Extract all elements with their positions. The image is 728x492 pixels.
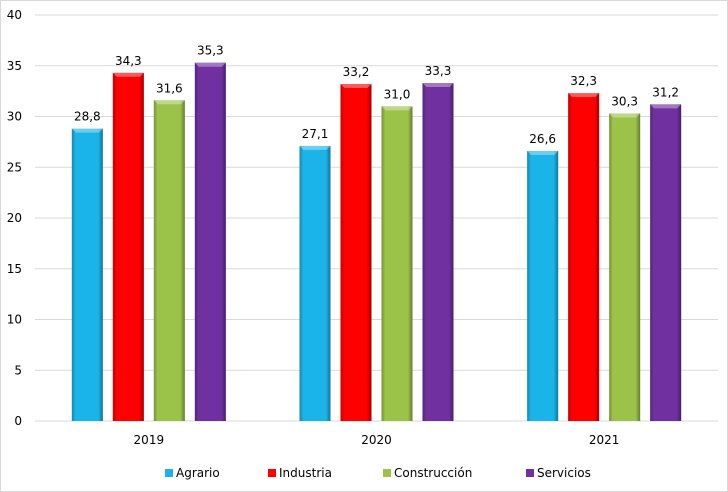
bar-bevel: [650, 104, 682, 109]
legend-item-industria: Industria: [268, 466, 332, 480]
data-label: 33,3: [425, 64, 452, 78]
bar-shading: [568, 93, 600, 421]
bar-bevel: [71, 128, 103, 133]
bar-bevel: [153, 100, 185, 105]
y-tick-label: 15: [7, 262, 22, 276]
legend-label: Industria: [279, 466, 332, 480]
bar-shading: [609, 113, 641, 421]
y-tick-label: 20: [7, 211, 22, 225]
y-tick-label: 40: [7, 8, 22, 22]
bar-bevel: [194, 62, 226, 67]
y-tick-label: 30: [7, 110, 22, 124]
bar-bevel: [568, 93, 600, 98]
legend-label: Agrario: [176, 466, 220, 480]
y-tick-label: 10: [7, 313, 22, 327]
legend-item-construcción: Construcción: [383, 466, 472, 480]
x-tick-label: 2020: [361, 433, 392, 447]
data-label: 28,8: [74, 110, 101, 124]
bar-bevel: [422, 83, 454, 88]
legend-label: Construcción: [394, 466, 473, 480]
bar-bevel: [609, 113, 641, 118]
bar-shading: [112, 72, 144, 421]
bar-shading: [527, 151, 559, 421]
data-label: 30,3: [611, 94, 638, 108]
y-tick-label: 35: [7, 59, 22, 73]
bar-bevel: [340, 84, 372, 89]
legend-item-servicios: Servicios: [526, 466, 591, 480]
bar-shading: [299, 145, 331, 421]
data-label: 33,2: [343, 65, 370, 79]
y-tick-label: 25: [7, 160, 22, 174]
x-tick-label: 2019: [134, 433, 165, 447]
bar-bevel: [527, 151, 559, 156]
legend-label: Servicios: [537, 466, 591, 480]
bar-shading: [71, 128, 103, 421]
bar-shading: [650, 104, 682, 421]
bar-bevel: [381, 106, 413, 111]
legend-swatch: [268, 469, 276, 477]
y-tick-label: 0: [14, 414, 22, 428]
bar-bevel: [112, 72, 144, 77]
y-tick-label: 5: [14, 363, 22, 377]
x-tick-label: 2021: [589, 433, 620, 447]
data-label: 27,1: [302, 127, 329, 141]
bar-shading: [381, 106, 413, 421]
data-label: 31,0: [384, 87, 411, 101]
legend-swatch: [165, 469, 173, 477]
legend-swatch: [526, 469, 534, 477]
data-label: 26,6: [529, 132, 556, 146]
bar-bevel: [299, 145, 331, 150]
legend-swatch: [383, 469, 391, 477]
legend-item-agrario: Agrario: [165, 466, 220, 480]
data-label: 34,3: [115, 54, 142, 68]
data-label: 32,3: [570, 74, 597, 88]
data-label: 35,3: [197, 44, 224, 58]
bar-shading: [340, 84, 372, 422]
data-label: 31,6: [156, 81, 183, 95]
bar-shading: [153, 100, 185, 421]
bar-shading: [194, 62, 226, 421]
bar-shading: [422, 83, 454, 421]
data-label: 31,2: [652, 85, 679, 99]
legend: Agrario Industria Construcción Servicios: [0, 466, 728, 484]
